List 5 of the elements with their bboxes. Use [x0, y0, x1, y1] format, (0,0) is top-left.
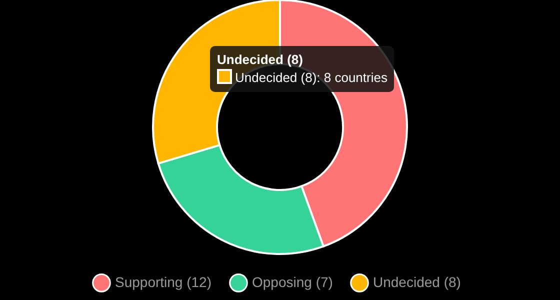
- text: Undecided (8): [217, 51, 304, 69]
- legend-label: Opposing (7): [252, 274, 333, 290]
- legend-label: Supporting (12): [115, 274, 212, 290]
- text: Undecided (8): 8 countries: [235, 70, 388, 85]
- legend-label: Undecided (8): [373, 274, 461, 290]
